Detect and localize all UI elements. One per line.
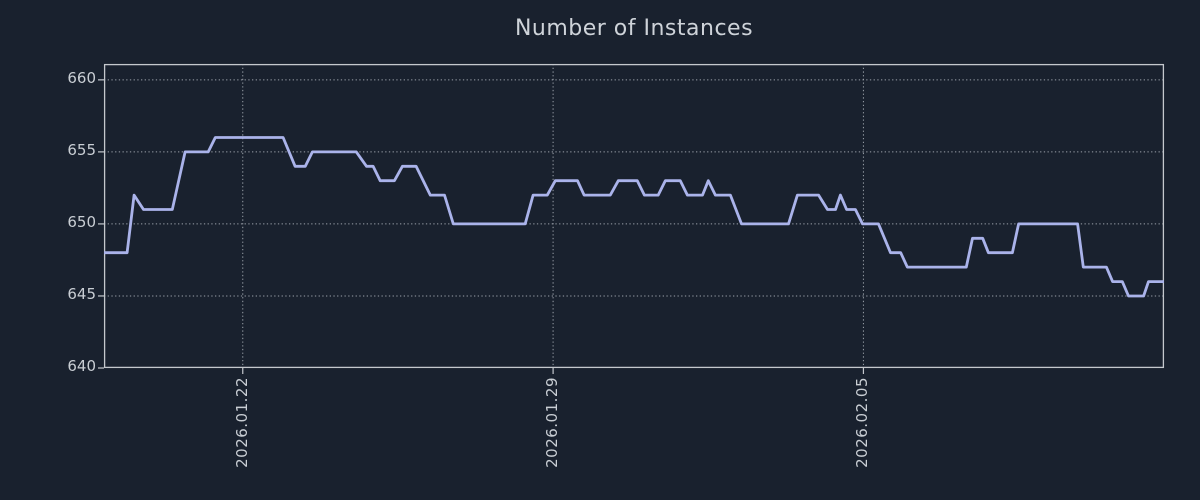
axes-frame bbox=[103, 63, 1165, 369]
y-tick-label: 645 bbox=[67, 284, 96, 303]
x-tick-label: 2026.01.22 bbox=[232, 377, 251, 468]
y-tick-label: 650 bbox=[67, 212, 96, 231]
x-tick-label: 2026.01.29 bbox=[543, 377, 562, 468]
y-tick-label: 655 bbox=[67, 140, 96, 159]
y-axis-tick-labels: 640 645 650 655 660 bbox=[0, 64, 96, 375]
y-tick-label: 640 bbox=[67, 357, 96, 375]
x-tick-label: 2026.02.05 bbox=[853, 377, 872, 468]
data-line bbox=[104, 136, 1164, 298]
plot-area bbox=[98, 63, 1165, 374]
chart-title: Number of Instances bbox=[514, 16, 754, 41]
x-axis-tick-labels: 2026.01.22 2026.01.29 2026.02.05 bbox=[104, 377, 1164, 492]
y-tick-label: 660 bbox=[67, 68, 96, 87]
